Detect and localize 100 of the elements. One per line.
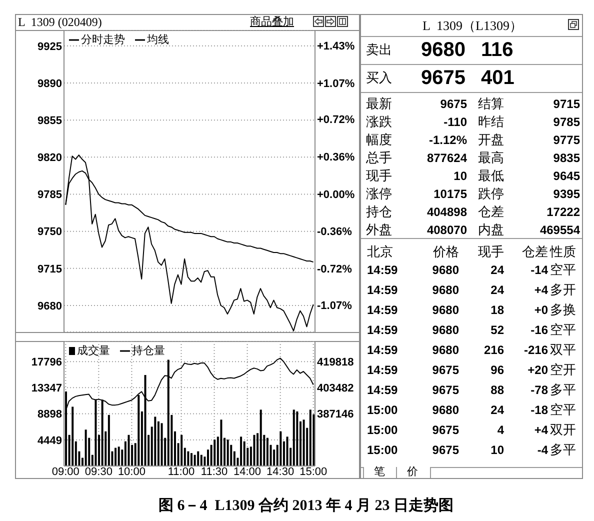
text: 14:59	[367, 343, 398, 357]
text: 14:59	[367, 263, 398, 277]
text: 24	[490, 403, 504, 417]
text: 9680	[432, 343, 459, 357]
y-tick-label: 9925	[38, 40, 62, 53]
text: 商品叠加	[250, 16, 294, 28]
bar	[292, 410, 295, 466]
text: 最低	[478, 168, 504, 183]
y2-tick-label: +0.36%	[317, 152, 355, 164]
text: +0	[534, 303, 548, 317]
text: 笔	[374, 466, 385, 478]
text: 96	[490, 363, 504, 377]
y-tick-label: 9890	[38, 78, 62, 90]
text: -16	[530, 323, 548, 337]
y2-tick-label: -1.07%	[317, 300, 352, 312]
text: -216	[524, 343, 548, 357]
bar	[296, 411, 298, 466]
bar	[190, 453, 192, 466]
text: 10175	[434, 187, 467, 201]
text: -110	[444, 115, 467, 129]
bar	[280, 431, 282, 466]
y-tick-label: 4449	[38, 434, 62, 447]
bar	[128, 434, 130, 466]
bar	[286, 436, 288, 466]
text: 性质	[550, 244, 576, 259]
text: 9835	[553, 151, 580, 165]
y-tick-label: 8898	[38, 408, 62, 421]
bar	[154, 416, 156, 466]
text: +20	[528, 363, 548, 377]
text: 9680	[421, 39, 466, 61]
text: 4	[497, 423, 504, 437]
text: 空平	[550, 262, 576, 277]
text: 408070	[426, 223, 467, 237]
text: 空开	[550, 362, 576, 377]
text: 仓差	[522, 244, 548, 259]
text: 9680	[432, 263, 459, 277]
bar	[220, 420, 222, 466]
bar	[108, 414, 110, 466]
text: 双平	[550, 342, 576, 357]
text: 多换	[550, 302, 576, 317]
caption: 图 6－4 L1309 合约 2013 年 4 月 23 日走势图	[158, 498, 454, 514]
text: 空平	[550, 322, 576, 337]
text: 9675	[432, 423, 459, 437]
y2-tick-label: 387146	[317, 408, 354, 421]
text: 10	[490, 443, 504, 457]
bar	[266, 438, 268, 466]
bar	[118, 446, 120, 466]
text: 仓差	[478, 204, 504, 219]
text: 877624	[426, 151, 467, 165]
y2-tick-label: 419818	[317, 356, 354, 368]
bar	[214, 440, 216, 466]
text: 9715	[553, 97, 580, 111]
text: 9680	[432, 303, 459, 317]
y-tick-label: 9750	[38, 226, 62, 238]
text: 216	[484, 343, 504, 357]
chart-title: L 1309 (020409)	[18, 15, 102, 29]
text: L 1309（L1309）	[422, 18, 522, 33]
y-tick-label: 9820	[38, 152, 62, 164]
bar	[180, 434, 183, 466]
bar	[253, 434, 256, 466]
x-tick-label: 15:00	[300, 466, 328, 478]
text: 9680	[432, 403, 459, 417]
text: -4	[537, 443, 548, 457]
text: 价格	[433, 244, 459, 259]
bar	[72, 406, 74, 466]
text: 14:59	[367, 323, 398, 337]
text: 多平	[550, 382, 576, 397]
text: 持仓	[366, 204, 392, 219]
y2-tick-label: 403482	[317, 382, 354, 395]
text: 116	[481, 39, 514, 61]
x-tick-label: 09:30	[84, 466, 112, 478]
text: 跌停	[478, 186, 504, 201]
x-tick-label: 10:00	[118, 466, 146, 478]
legend-label: 成交量	[77, 345, 110, 357]
text: 多开	[550, 282, 576, 297]
bar	[114, 448, 117, 466]
text: 买入	[366, 70, 392, 85]
text: 涨停	[366, 186, 392, 201]
y2-tick-label: -0.36%	[317, 226, 352, 238]
text: 9675	[421, 67, 466, 89]
bar	[200, 454, 202, 466]
y-tick-label: 9785	[38, 189, 62, 202]
y-tick-label: 9855	[38, 114, 62, 127]
text: -1.12%	[428, 133, 467, 147]
text: 空平	[550, 402, 576, 417]
text: 开盘	[478, 132, 504, 147]
text: +4	[534, 423, 548, 437]
bar	[226, 440, 229, 466]
text: 401	[481, 67, 514, 89]
text: -78	[530, 383, 548, 397]
text: -18	[530, 403, 548, 417]
text: 9680	[432, 323, 459, 337]
text: 现手	[366, 168, 392, 183]
bar	[260, 410, 262, 466]
y2-tick-label: +1.43%	[317, 40, 355, 52]
text: 结算	[478, 96, 504, 111]
x-tick-label: 09:00	[52, 466, 80, 478]
text: 外盘	[366, 222, 392, 237]
text: 双开	[550, 422, 576, 437]
text: 涨跌	[366, 114, 392, 129]
